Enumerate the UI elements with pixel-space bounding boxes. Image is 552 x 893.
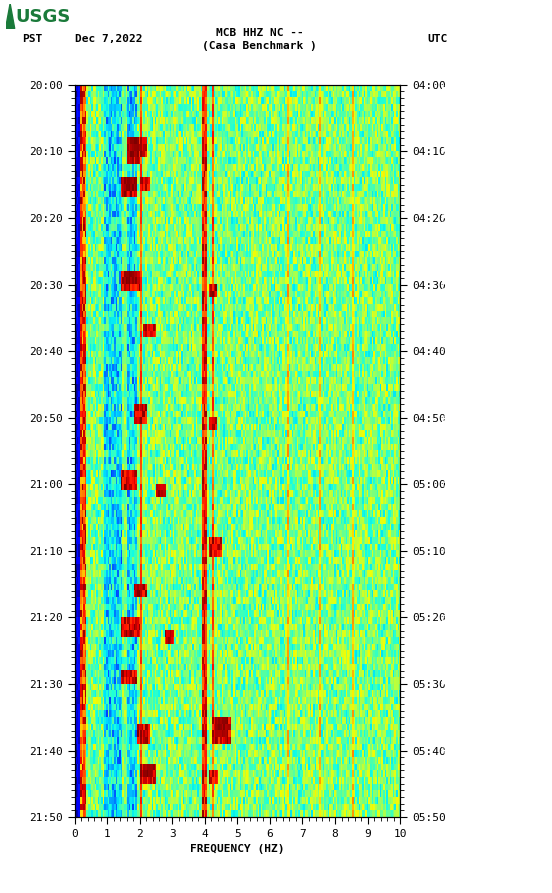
X-axis label: FREQUENCY (HZ): FREQUENCY (HZ) <box>190 845 285 855</box>
Text: UTC: UTC <box>428 34 448 45</box>
Text: MCB HHZ NC --: MCB HHZ NC -- <box>216 28 303 38</box>
Polygon shape <box>6 4 15 29</box>
Text: PST: PST <box>22 34 43 45</box>
Text: Dec 7,2022: Dec 7,2022 <box>75 34 142 45</box>
Text: (Casa Benchmark ): (Casa Benchmark ) <box>202 40 317 51</box>
Text: USGS: USGS <box>15 8 71 26</box>
